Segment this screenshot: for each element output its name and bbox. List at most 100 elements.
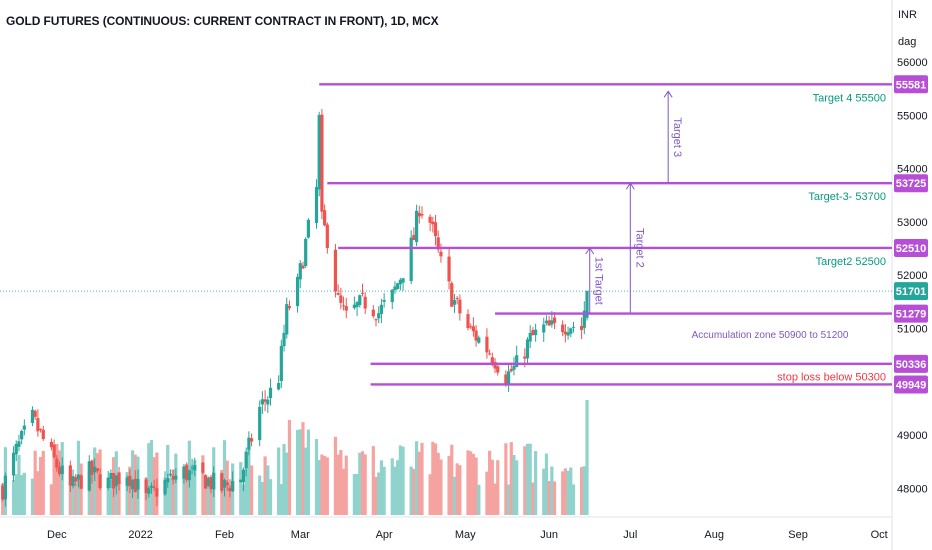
volume-bar [401, 446, 405, 515]
volume-bar [268, 479, 273, 515]
volume-bar [241, 484, 246, 515]
volume-bar [431, 441, 435, 515]
candle-body [277, 382, 281, 390]
candle-body [396, 283, 400, 289]
candle-body [36, 418, 40, 432]
candle-body [401, 278, 405, 283]
volume-bar [314, 439, 319, 515]
volume-bar [260, 481, 265, 515]
volume-bar [247, 448, 251, 515]
target-arrow-label: Target 2 [633, 228, 645, 268]
candle-body [580, 325, 584, 330]
volume-bar [452, 476, 457, 515]
volume-bar [528, 443, 532, 515]
volume-bar [363, 454, 367, 515]
candle-body [547, 320, 551, 326]
candle-body [509, 369, 513, 372]
target-arrow-head [585, 247, 595, 255]
volume-bar [90, 461, 94, 515]
candle-body [304, 238, 308, 267]
candle-body [125, 477, 129, 486]
candle-body [117, 472, 121, 484]
candle-body [544, 320, 549, 324]
volume-bar [525, 443, 530, 515]
candle-body [317, 114, 321, 190]
volume-bar [206, 477, 210, 515]
volume-bar [485, 471, 489, 515]
volume-bar [515, 460, 519, 515]
volume-bar [193, 460, 197, 515]
candle-body [268, 387, 273, 399]
candle-body [363, 296, 367, 309]
volume-bar [33, 450, 37, 515]
price-tag-label: 53725 [896, 178, 927, 190]
target-arrow-head [663, 90, 673, 98]
candle-body [76, 474, 81, 480]
volume-bar [287, 419, 292, 515]
candle-body [298, 263, 302, 280]
candle-body [241, 469, 246, 483]
price-tag [894, 282, 928, 301]
volume-bar [344, 455, 348, 515]
volume-bar [323, 455, 327, 515]
volume-bar [57, 450, 62, 515]
volume-bar [222, 440, 227, 515]
candle-body [71, 476, 75, 487]
volume-bar [109, 479, 113, 515]
volume-bar [117, 481, 121, 515]
volume-bar [147, 443, 151, 515]
volume-bar [550, 466, 554, 515]
candle-body [68, 465, 72, 486]
volume-bar [249, 465, 254, 515]
volume-bar [512, 454, 516, 515]
volume-bar [336, 454, 340, 515]
price-tag-label: 50336 [896, 359, 927, 371]
volume-bar [87, 472, 91, 515]
chart-title: GOLD FUTURES (CONTINUOUS: CURRENT CONTRA… [6, 14, 439, 28]
volume-bar [523, 446, 527, 515]
candle-body [182, 466, 186, 479]
candle-body [14, 443, 18, 455]
candle-body [112, 473, 116, 489]
candle-body [201, 462, 205, 473]
candle-body [295, 276, 300, 307]
price-tag [894, 75, 928, 94]
candle-body [152, 486, 156, 488]
candle-body [374, 319, 378, 321]
candle-body [436, 237, 440, 250]
candle-body [263, 399, 267, 402]
price-tag [894, 304, 928, 323]
volume-bar [509, 442, 513, 515]
candle-body [187, 470, 191, 481]
candle-body [87, 461, 91, 491]
volume-bar [358, 452, 362, 515]
candle-body [428, 216, 432, 223]
volume-bar [182, 466, 186, 515]
candle-body [185, 465, 189, 480]
candle-body [339, 295, 343, 303]
candle-body [393, 286, 397, 291]
volume-bar [466, 450, 470, 515]
price-tag-label: 52510 [896, 243, 927, 255]
candle-body [561, 324, 565, 333]
volume-bar [185, 464, 189, 515]
candle-body [228, 487, 232, 492]
volume-bar [490, 459, 494, 515]
volume-series [1, 400, 589, 515]
candle-body [534, 329, 538, 336]
candle-body [504, 374, 508, 385]
candle-body [249, 438, 254, 442]
y-tick-label: 51000 [897, 323, 928, 335]
candle-body [371, 309, 375, 317]
price-tag [894, 238, 928, 257]
candle-body [528, 332, 532, 342]
candle-body [11, 452, 16, 476]
volume-bar [106, 484, 110, 515]
candle-body [147, 488, 151, 494]
candle-body [38, 428, 43, 430]
volume-bar [447, 455, 451, 515]
candle-body [333, 249, 338, 292]
candle-body [128, 475, 132, 487]
volume-bar [171, 469, 175, 515]
candle-body [323, 210, 327, 226]
